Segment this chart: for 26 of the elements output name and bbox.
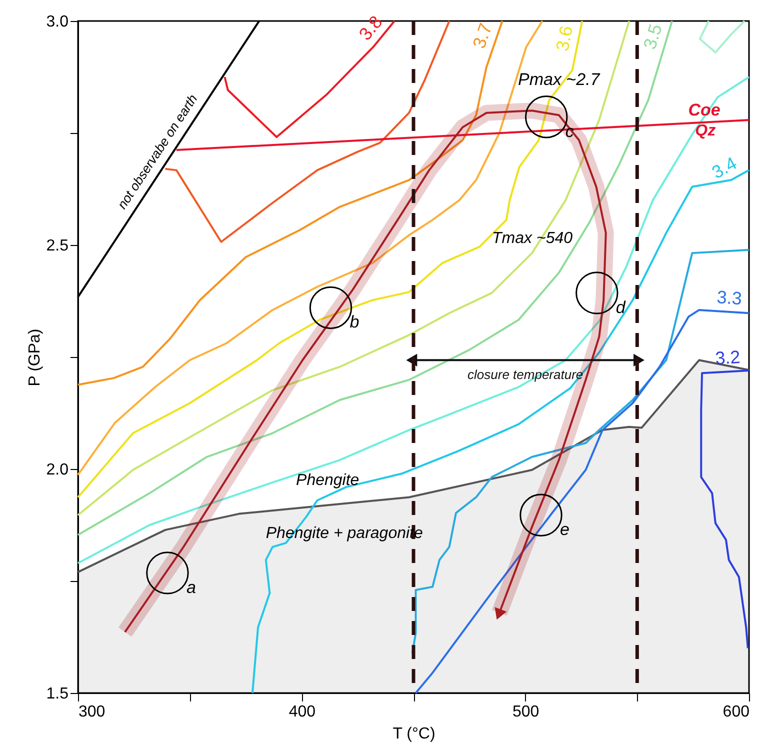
series-label: a (186, 578, 196, 597)
y-tick-label: 2.5 (46, 238, 69, 254)
text: 3.5 (640, 22, 666, 52)
line-series (698, 20, 746, 54)
text: 3.6 (552, 24, 577, 53)
text: 3.8 (355, 12, 386, 44)
text: 3.4 (708, 153, 740, 183)
series-label: b (350, 312, 360, 332)
series-label: d (616, 298, 626, 317)
annotation: Phengite (296, 472, 360, 489)
series-label: e (560, 520, 570, 540)
series-label: 3.3 (716, 287, 743, 309)
annotation: Pmax ~2.7 (518, 70, 600, 90)
x-axis-title: T (°C) (392, 726, 436, 742)
text: 3.7 (468, 20, 496, 51)
x-tick-label: 600 (722, 704, 750, 720)
y-axis-title: P (GPa) (26, 328, 44, 386)
y-tick-label: 1.5 (46, 686, 69, 702)
series-label: 3.2 (714, 346, 741, 368)
x-tick-label: 400 (288, 704, 316, 720)
y-tick-label: 2.0 (46, 462, 69, 478)
line-series (700, 369, 750, 650)
x-tick-label: 300 (78, 704, 106, 720)
x-tick-label: 500 (512, 704, 540, 720)
y-tick-label: 3.0 (46, 14, 69, 30)
annotation: Qz (695, 122, 716, 140)
